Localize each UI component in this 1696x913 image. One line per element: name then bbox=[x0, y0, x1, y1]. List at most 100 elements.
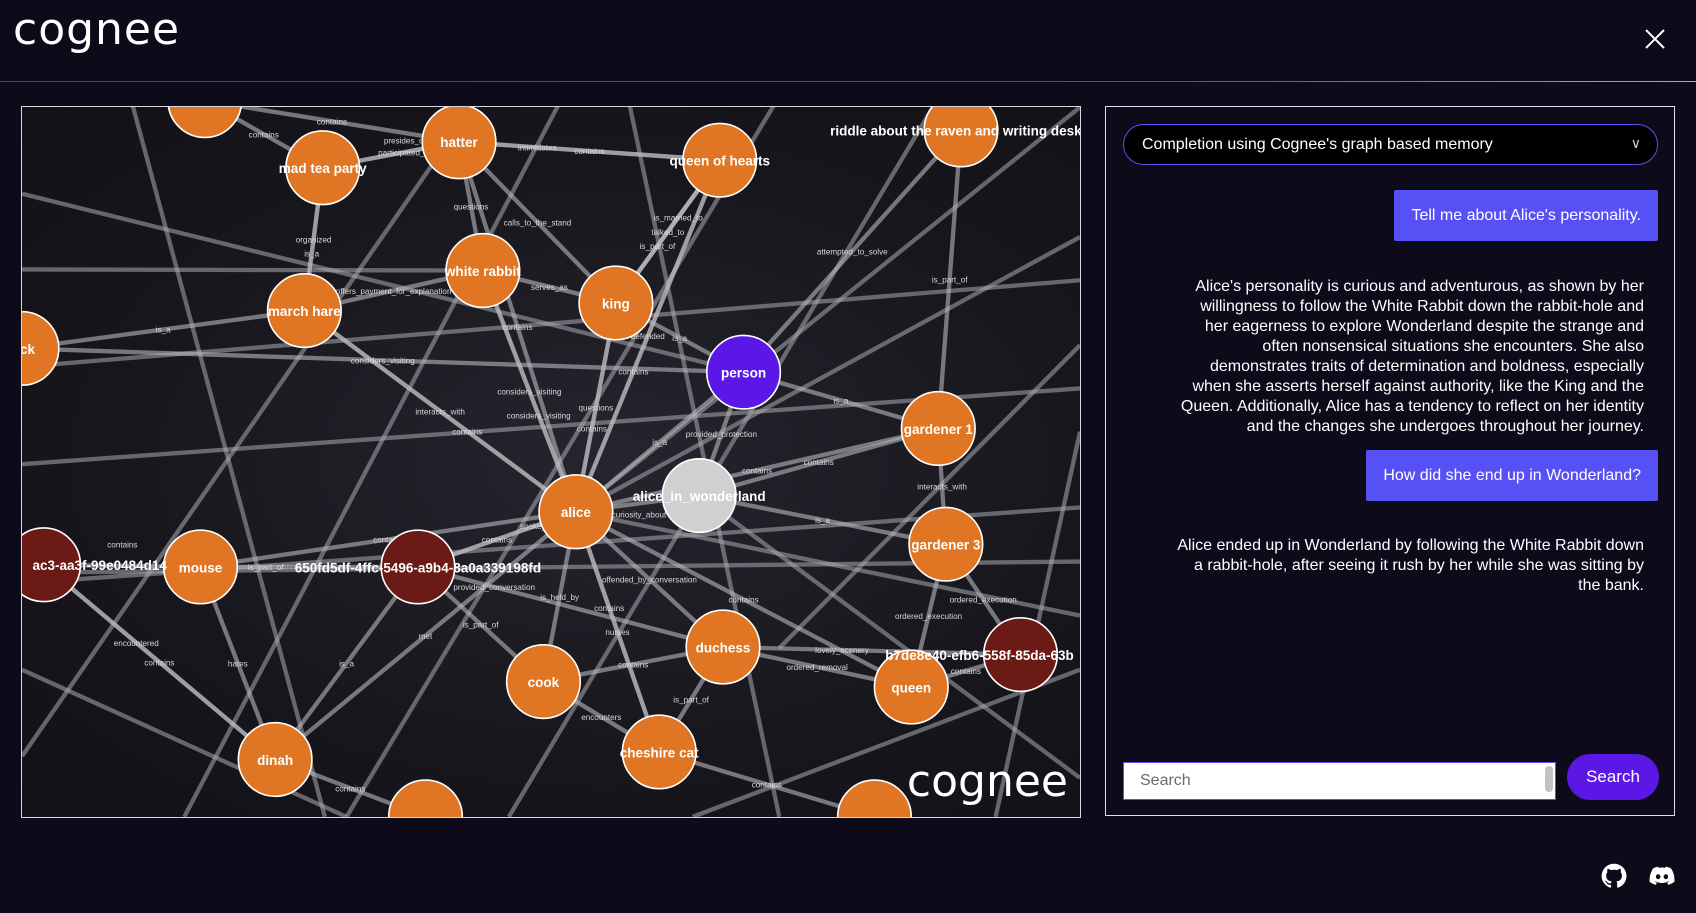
node-label: alice bbox=[561, 505, 592, 520]
graph-node-chunk2[interactable] bbox=[380, 529, 456, 605]
edge-label: contains bbox=[804, 458, 834, 467]
graph-edge[interactable] bbox=[722, 644, 1021, 657]
edge-label: is_held_by bbox=[540, 593, 580, 602]
graph-edge bbox=[506, 107, 936, 817]
edge-label: attempted_to_solve bbox=[817, 247, 888, 256]
node-label: cook bbox=[528, 675, 560, 690]
edge-label: questions bbox=[579, 404, 614, 413]
graph-edge[interactable] bbox=[574, 509, 913, 689]
graph-edge[interactable] bbox=[22, 346, 744, 375]
graph-node-mouse[interactable] bbox=[162, 529, 239, 605]
edge-label: is_married_to bbox=[654, 214, 704, 223]
graph-edge[interactable] bbox=[22, 308, 305, 351]
user-message: Tell me about Alice's personality. bbox=[1394, 190, 1658, 241]
edge-label: contains bbox=[373, 536, 403, 545]
graph-node-hatter[interactable] bbox=[421, 107, 497, 180]
answer-line: demonstrates traits of determination and… bbox=[1209, 358, 1644, 375]
chevron-down-icon: ∨ bbox=[1630, 135, 1641, 151]
edge-label: ordered_execution bbox=[895, 612, 962, 621]
graph-edge[interactable] bbox=[205, 107, 460, 144]
graph-node-aiw[interactable] bbox=[661, 457, 737, 534]
edge-label: contains bbox=[144, 658, 174, 667]
edge-label: intimidates bbox=[518, 144, 557, 153]
graph-node-chunk3[interactable] bbox=[982, 616, 1059, 693]
graph-edge[interactable] bbox=[575, 426, 939, 514]
edge-label: contains bbox=[618, 661, 648, 670]
graph-edge[interactable] bbox=[417, 564, 724, 650]
graph-edge[interactable] bbox=[456, 141, 578, 513]
edge-label: serves_as bbox=[531, 283, 568, 292]
graph-edge[interactable] bbox=[698, 493, 947, 547]
graph-node-leftck[interactable] bbox=[22, 310, 60, 386]
graph-edge[interactable] bbox=[936, 129, 964, 429]
graph-edge[interactable] bbox=[573, 159, 722, 513]
search-button[interactable]: Search bbox=[1567, 754, 1659, 800]
github-icon[interactable] bbox=[1600, 862, 1628, 890]
edge-label: presides_over bbox=[384, 136, 435, 145]
graph-edge[interactable] bbox=[303, 308, 578, 514]
graph-node-dinah[interactable] bbox=[237, 721, 313, 798]
input-scrollbar[interactable] bbox=[1545, 766, 1553, 792]
graph-node-duchess[interactable] bbox=[685, 609, 761, 685]
edge-label: contains bbox=[618, 367, 648, 376]
graph-node-person[interactable] bbox=[705, 334, 782, 410]
graph-node-bot1[interactable] bbox=[387, 779, 464, 817]
edge-label: considers_visiting bbox=[507, 412, 571, 421]
edge-label: contains bbox=[249, 130, 279, 139]
graph-edge[interactable] bbox=[573, 511, 662, 753]
graph-node-queen[interactable] bbox=[873, 649, 949, 725]
node-label: king bbox=[602, 296, 630, 311]
graph-edge[interactable] bbox=[273, 565, 420, 761]
graph-node-bot2[interactable] bbox=[836, 779, 913, 817]
edge-label: is_part_of bbox=[932, 275, 968, 284]
edge-label: lovely_scenery bbox=[815, 646, 870, 655]
graph-edge[interactable] bbox=[458, 139, 720, 163]
graph-node-march[interactable] bbox=[266, 272, 342, 349]
edge-label: is_part_of bbox=[248, 563, 284, 572]
close-icon[interactable] bbox=[1640, 24, 1670, 54]
answer-line: Alice's personality is curious and adven… bbox=[1195, 278, 1644, 295]
edge-label: organized bbox=[296, 235, 332, 244]
mode-select[interactable]: Completion using Cognee's graph based me… bbox=[1123, 124, 1658, 165]
edge-label: contains bbox=[335, 784, 365, 793]
graph-node-top[interactable] bbox=[167, 107, 242, 139]
graph-node-qoh[interactable] bbox=[682, 122, 758, 198]
graph-svg[interactable]: participated_in contains intimidates presid… bbox=[22, 107, 1080, 817]
edge-label: is_part_of bbox=[673, 696, 709, 705]
graph-edge[interactable] bbox=[42, 563, 277, 762]
edge-label: participated_in bbox=[378, 148, 431, 157]
graph-node-chunk1[interactable] bbox=[22, 527, 82, 603]
knowledge-graph-canvas[interactable]: participated_in contains intimidates presid… bbox=[21, 106, 1081, 818]
graph-node-gard3[interactable] bbox=[908, 506, 984, 582]
edge-label: is_a bbox=[339, 659, 354, 668]
graph-edge[interactable] bbox=[200, 509, 577, 570]
graph-node-cook[interactable] bbox=[505, 644, 582, 720]
graph-node-king[interactable] bbox=[578, 265, 654, 341]
node-label: queen of hearts bbox=[669, 154, 770, 169]
edge-label: contains bbox=[728, 596, 758, 605]
graph-node-cheshire[interactable] bbox=[621, 714, 697, 790]
cognee-watermark: cognee bbox=[906, 756, 1068, 807]
edge-label: considers_visiting bbox=[497, 387, 561, 396]
node-label: ac3-aa3f-99e0484d14 bbox=[32, 558, 167, 573]
graph-edge[interactable] bbox=[741, 128, 963, 374]
edge-label: provided_protection bbox=[686, 430, 757, 439]
discord-icon[interactable] bbox=[1648, 862, 1676, 890]
answer-line: Alice ended up in Wonderland by followin… bbox=[1177, 537, 1644, 554]
graph-edge[interactable] bbox=[273, 510, 578, 762]
graph-node-madtea[interactable] bbox=[285, 130, 361, 206]
graph-node-gard1[interactable] bbox=[900, 390, 976, 467]
graph-edge[interactable] bbox=[480, 269, 578, 513]
search-input[interactable] bbox=[1123, 762, 1556, 800]
cognee-logo[interactable]: cognee bbox=[13, 4, 181, 55]
graph-node-riddle[interactable] bbox=[923, 107, 999, 168]
edge-label: ordered_removal bbox=[786, 663, 848, 672]
graph-edge-labels: participated_in contains intimidates presid… bbox=[107, 117, 1017, 793]
graph-node-wrabbit[interactable] bbox=[445, 232, 521, 309]
edge-label: contains bbox=[742, 466, 772, 475]
graph-edge bbox=[22, 191, 745, 375]
graph-node-alice[interactable] bbox=[538, 474, 614, 550]
graph-edge bbox=[22, 267, 483, 273]
graph-nodes bbox=[22, 107, 1059, 817]
edge-label: interacts_with bbox=[917, 483, 967, 492]
